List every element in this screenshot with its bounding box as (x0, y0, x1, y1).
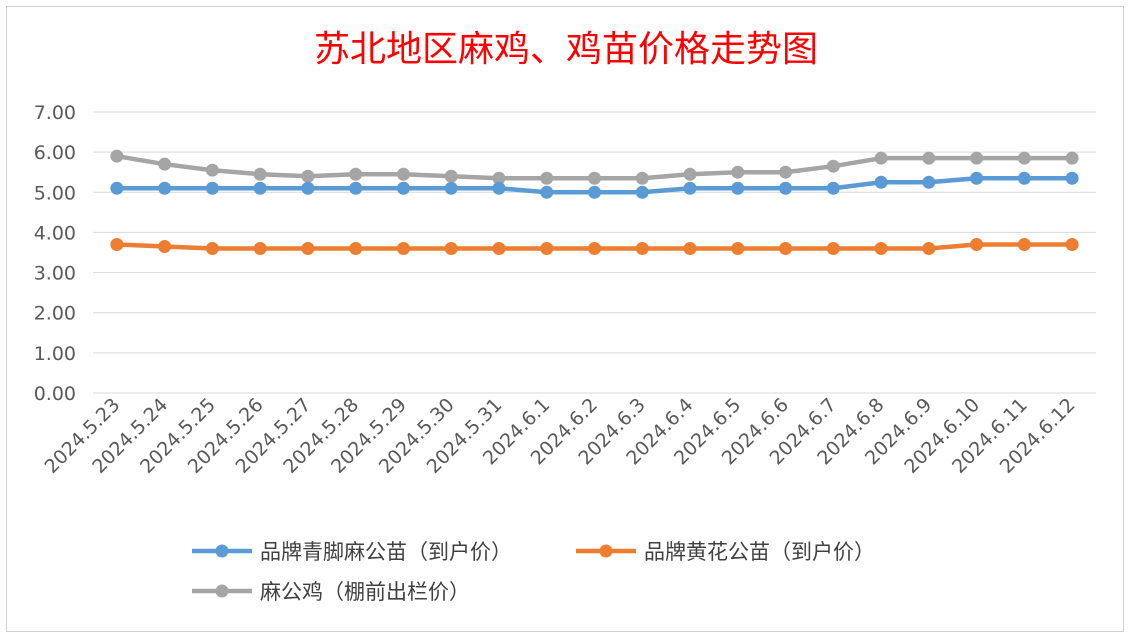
chart-frame (6, 6, 1124, 632)
y-tick-label: 6.00 (34, 142, 76, 164)
y-tick-label: 0.00 (34, 383, 76, 405)
legend-label: 麻公鸡（棚前出栏价） (260, 580, 470, 604)
data-point (540, 185, 554, 199)
data-point (110, 149, 124, 163)
data-point (588, 241, 601, 255)
chart-title: 苏北地区麻鸡、鸡苗价格走势图 (314, 29, 818, 70)
data-point (874, 175, 888, 189)
data-point (492, 241, 506, 255)
data-point (301, 169, 315, 183)
data-point (826, 159, 840, 173)
data-point (1017, 151, 1031, 165)
legend-label: 品牌黄花公苗（到户价） (644, 540, 875, 564)
y-axis-ticks: 0.00 1.00 2.00 3.00 4.00 5.00 6.00 7.00 (34, 102, 76, 405)
data-point (922, 241, 936, 255)
data-point (110, 237, 124, 251)
data-point (349, 167, 363, 181)
y-tick-label: 4.00 (34, 222, 76, 244)
series-0 (110, 171, 1079, 199)
data-point (779, 241, 793, 255)
data-point (731, 241, 745, 255)
data-point (540, 171, 554, 185)
data-point (922, 175, 936, 189)
data-point (205, 241, 219, 255)
series-2 (110, 149, 1079, 185)
y-tick-label: 7.00 (34, 102, 76, 124)
legend-swatch-marker (215, 544, 229, 558)
data-point (588, 185, 601, 199)
data-point (683, 167, 697, 181)
legend-swatch-marker (599, 544, 613, 558)
data-point (205, 163, 219, 177)
data-point (1065, 237, 1079, 251)
data-point (253, 241, 267, 255)
data-point (779, 181, 793, 195)
series-lines (110, 149, 1079, 255)
legend-item: 品牌黄花公苗（到户价） (576, 540, 875, 564)
data-point (826, 241, 840, 255)
data-point (444, 169, 458, 183)
data-point (396, 241, 410, 255)
data-point (1065, 171, 1079, 185)
y-tick-label: 3.00 (34, 263, 76, 285)
data-point (444, 181, 458, 195)
data-point (158, 157, 172, 171)
data-point (731, 165, 745, 179)
data-point (158, 239, 172, 253)
data-point (301, 181, 315, 195)
data-point (588, 171, 601, 185)
legend: 品牌青脚麻公苗（到户价） 品牌黄花公苗（到户价） 麻公鸡（棚前出栏价） (192, 540, 875, 604)
data-point (253, 181, 267, 195)
data-point (970, 237, 984, 251)
legend-swatch-marker (215, 584, 229, 598)
data-point (492, 181, 506, 195)
data-point (349, 181, 363, 195)
data-point (396, 181, 410, 195)
data-point (635, 241, 649, 255)
data-point (683, 241, 697, 255)
data-point (396, 167, 410, 181)
data-point (874, 151, 888, 165)
data-point (970, 171, 984, 185)
data-point (158, 181, 172, 195)
data-point (1065, 151, 1079, 165)
data-point (922, 151, 936, 165)
data-point (110, 181, 124, 195)
y-tick-label: 1.00 (34, 343, 76, 365)
data-point (301, 241, 315, 255)
data-point (444, 241, 458, 255)
data-point (970, 151, 984, 165)
series-1 (110, 237, 1079, 255)
data-point (826, 181, 840, 195)
y-tick-label: 2.00 (34, 303, 76, 325)
data-point (253, 167, 267, 181)
data-point (1017, 171, 1031, 185)
x-axis-ticks: 2024.5.232024.5.242024.5.252024.5.262024… (40, 394, 1079, 478)
data-point (205, 181, 219, 195)
legend-item: 品牌青脚麻公苗（到户价） (192, 540, 512, 564)
data-point (540, 241, 554, 255)
data-point (349, 241, 363, 255)
data-point (1017, 237, 1031, 251)
data-point (635, 185, 649, 199)
y-tick-label: 5.00 (34, 182, 76, 204)
data-point (779, 165, 793, 179)
legend-label: 品牌青脚麻公苗（到户价） (260, 540, 512, 564)
data-point (492, 171, 506, 185)
data-point (874, 241, 888, 255)
data-point (635, 171, 649, 185)
data-point (731, 181, 745, 195)
data-point (683, 181, 697, 195)
legend-item: 麻公鸡（棚前出栏价） (192, 580, 470, 604)
